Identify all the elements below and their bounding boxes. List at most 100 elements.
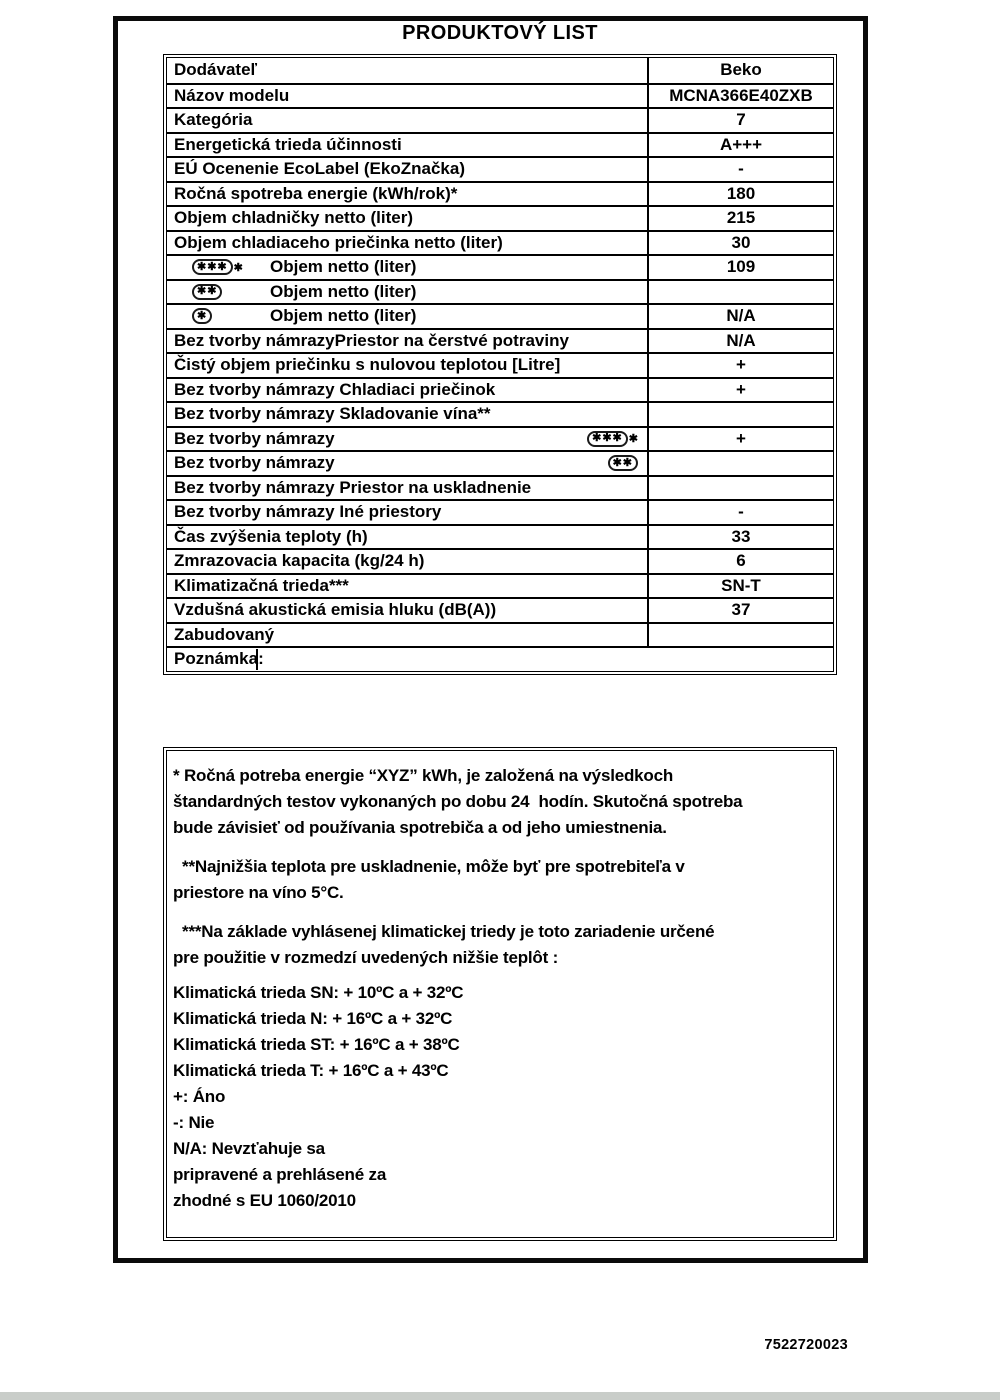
row-value: -	[738, 159, 744, 179]
footnotes-box: * Ročná potreba energie “XYZ” kWh, je za…	[163, 747, 837, 1241]
table-row: ✱✱✱ ✱ Bez tvorby námrazy +	[167, 425, 833, 450]
footnote-line: +: Áno	[173, 1087, 226, 1106]
row-label-cell: ✱✱ Objem netto (liter)	[167, 280, 649, 303]
row-label: Dodávateľ	[174, 60, 258, 80]
row-label-cell: Bez tvorby námrazy Priestor na uskladnen…	[167, 476, 649, 499]
footnote-line: ***Na základe vyhlásenej klimatickej tri…	[173, 922, 715, 941]
freezer-star-rating-icon: ✱✱	[192, 283, 270, 300]
row-label: Bez tvorby námrazy Skladovanie vína**	[174, 404, 491, 424]
table-row: Čistý objem priečinku s nulovou teplotou…	[167, 352, 833, 377]
row-label: Bez tvorby námrazyPriestor na čerstvé po…	[174, 330, 569, 350]
table-row: ✱✱✱ ✱ Objem netto (liter) 109	[167, 254, 833, 279]
footnote-paragraph: * Ročná potreba energie “XYZ” kWh, je za…	[173, 763, 831, 841]
row-value: A+++	[719, 134, 763, 154]
table-row: Bez tvorby námrazy Iné priestory -	[167, 499, 833, 524]
footnote-line: Klimatická trieda T: + 16ºC a + 43ºC	[173, 1061, 449, 1080]
page-title: PRODUKTOVÝ LIST	[402, 22, 598, 44]
row-label-cell: Názov modelu	[167, 84, 649, 107]
row-label: Objem chladiaceho priečinka netto (liter…	[174, 232, 503, 252]
row-label: Bez tvorby námrazy Chladiaci priečinok	[174, 379, 496, 399]
row-label-cell: Vzdušná akustická emisia hluku (dB(A))	[167, 599, 649, 622]
row-value: 6	[736, 551, 746, 571]
table-row: Čas zvýšenia teploty (h) 33	[167, 523, 833, 548]
row-label: Názov modelu	[174, 85, 290, 105]
row-label-cell: ✱ Objem netto (liter)	[167, 305, 649, 328]
footnote-paragraph: ***Na základe vyhlásenej klimatickej tri…	[173, 919, 831, 971]
table-row: ✱✱ Bez tvorby námrazy	[167, 450, 833, 475]
footnote-line: pre použitie v rozmedzí uvedených nižšie…	[173, 948, 559, 967]
footnote-line: * Ročná potreba energie “XYZ” kWh, je za…	[173, 766, 674, 785]
table-row: Bez tvorby námrazy Chladiaci priečinok +	[167, 376, 833, 401]
row-label-cell: Bez tvorby námrazy Chladiaci priečinok	[167, 378, 649, 401]
row-value	[649, 624, 833, 647]
row-value	[649, 403, 833, 426]
row-value: MCNA366E40ZXB	[669, 85, 813, 105]
row-label: Kategória	[174, 110, 253, 130]
footnote-line: Klimatická trieda N: + 16ºC a + 32ºC	[173, 1009, 453, 1028]
row-value	[649, 281, 833, 304]
freezer-star-rating-icon: ✱	[192, 308, 270, 325]
row-label: Objem chladničky netto (liter)	[174, 208, 413, 228]
table-row: Vzdušná akustická emisia hluku (dB(A)) 3…	[167, 597, 833, 622]
text-cursor	[256, 648, 258, 670]
freezer-star-rating-icon: ✱✱	[607, 455, 638, 472]
table-row: Bez tvorby námrazy Skladovanie vína**	[167, 401, 833, 426]
row-value: 33	[731, 526, 751, 546]
row-value: +	[736, 379, 746, 399]
table-row: Zabudovaný	[167, 621, 833, 647]
table-row: Energetická trieda účinnosti A+++	[167, 131, 833, 156]
row-label: Vzdušná akustická emisia hluku (dB(A))	[174, 600, 497, 620]
row-label: Objem netto (liter)	[270, 257, 417, 277]
row-label: Čas zvýšenia teploty (h)	[174, 526, 368, 546]
table-row: ✱✱ Objem netto (liter)	[167, 278, 833, 304]
row-label-cell: Bez tvorby námrazyPriestor na čerstvé po…	[167, 329, 649, 352]
row-value: -	[738, 502, 744, 522]
freezer-star-rating-icon: ✱✱✱ ✱	[587, 430, 638, 447]
row-label: Objem netto (liter)	[270, 306, 417, 326]
footnote-line: Klimatická trieda ST: + 16ºC a + 38ºC	[173, 1035, 460, 1054]
footnote-line: priestore na víno 5°C.	[173, 883, 344, 902]
footnote-paragraph: **Najnižšia teplota pre uskladnenie, môž…	[173, 854, 831, 906]
table-row: Kategória 7	[167, 107, 833, 132]
footnote-line: N/A: Nevzťahuje sa	[173, 1139, 325, 1158]
row-label: Zabudovaný	[174, 624, 275, 644]
row-label: Zmrazovacia kapacita (kg/24 h)	[174, 551, 425, 571]
scan-artifact-strip	[0, 1392, 1000, 1400]
row-value: +	[736, 355, 746, 375]
footnote-line: Klimatická trieda SN: + 10ºC a + 32ºC	[173, 983, 464, 1002]
row-label: Bez tvorby námrazy Iné priestory	[174, 502, 442, 522]
table-row: Objem chladiaceho priečinka netto (liter…	[167, 229, 833, 254]
table-row: Objem chladničky netto (liter) 215	[167, 205, 833, 230]
table-row: Názov modelu MCNA366E40ZXB	[167, 82, 833, 107]
row-label: EÚ Ocenenie EcoLabel (EkoZnačka)	[174, 159, 465, 179]
row-label: Klimatizačná trieda***	[174, 575, 349, 595]
row-value: 215	[726, 208, 756, 228]
row-label-cell: Bez tvorby námrazy Skladovanie vína**	[167, 403, 649, 426]
table-row: Dodávateľ Beko	[167, 58, 833, 83]
row-label-cell: Zabudovaný	[167, 623, 649, 646]
row-label-cell: Kategória	[167, 109, 649, 132]
table-row: Poznámka:	[167, 646, 833, 671]
row-label: Energetická trieda účinnosti	[174, 134, 402, 154]
table-row: Zmrazovacia kapacita (kg/24 h) 6	[167, 548, 833, 573]
row-label-cell: Energetická trieda účinnosti	[167, 133, 649, 156]
row-value: 180	[726, 183, 756, 203]
row-label: Čistý objem priečinku s nulovou teplotou…	[174, 355, 561, 375]
table-row: Bez tvorby námrazyPriestor na čerstvé po…	[167, 327, 833, 352]
row-label-cell: Objem chladničky netto (liter)	[167, 207, 649, 230]
table-row: Ročná spotreba energie (kWh/rok)* 180	[167, 180, 833, 205]
row-value: SN-T	[721, 575, 761, 595]
footnote-line: bude závisieť od používania spotrebiča a…	[173, 818, 667, 837]
row-value: 7	[736, 110, 746, 130]
row-label-cell: Zmrazovacia kapacita (kg/24 h)	[167, 550, 649, 573]
row-value: +	[736, 428, 746, 448]
footnote-line: -: Nie	[173, 1113, 215, 1132]
row-label-cell: ✱✱ Bez tvorby námrazy	[167, 452, 649, 475]
row-label-cell: Dodávateľ	[167, 58, 649, 83]
freezer-star-rating-icon: ✱✱✱ ✱	[192, 259, 270, 276]
footnote-line: štandardných testov vykonaných po dobu 2…	[173, 792, 743, 811]
row-label: Bez tvorby námrazy	[174, 453, 335, 473]
row-label-cell: Čas zvýšenia teploty (h)	[167, 525, 649, 548]
row-value: N/A	[726, 330, 756, 350]
row-label: Bez tvorby námrazy Priestor na uskladnen…	[174, 477, 532, 497]
